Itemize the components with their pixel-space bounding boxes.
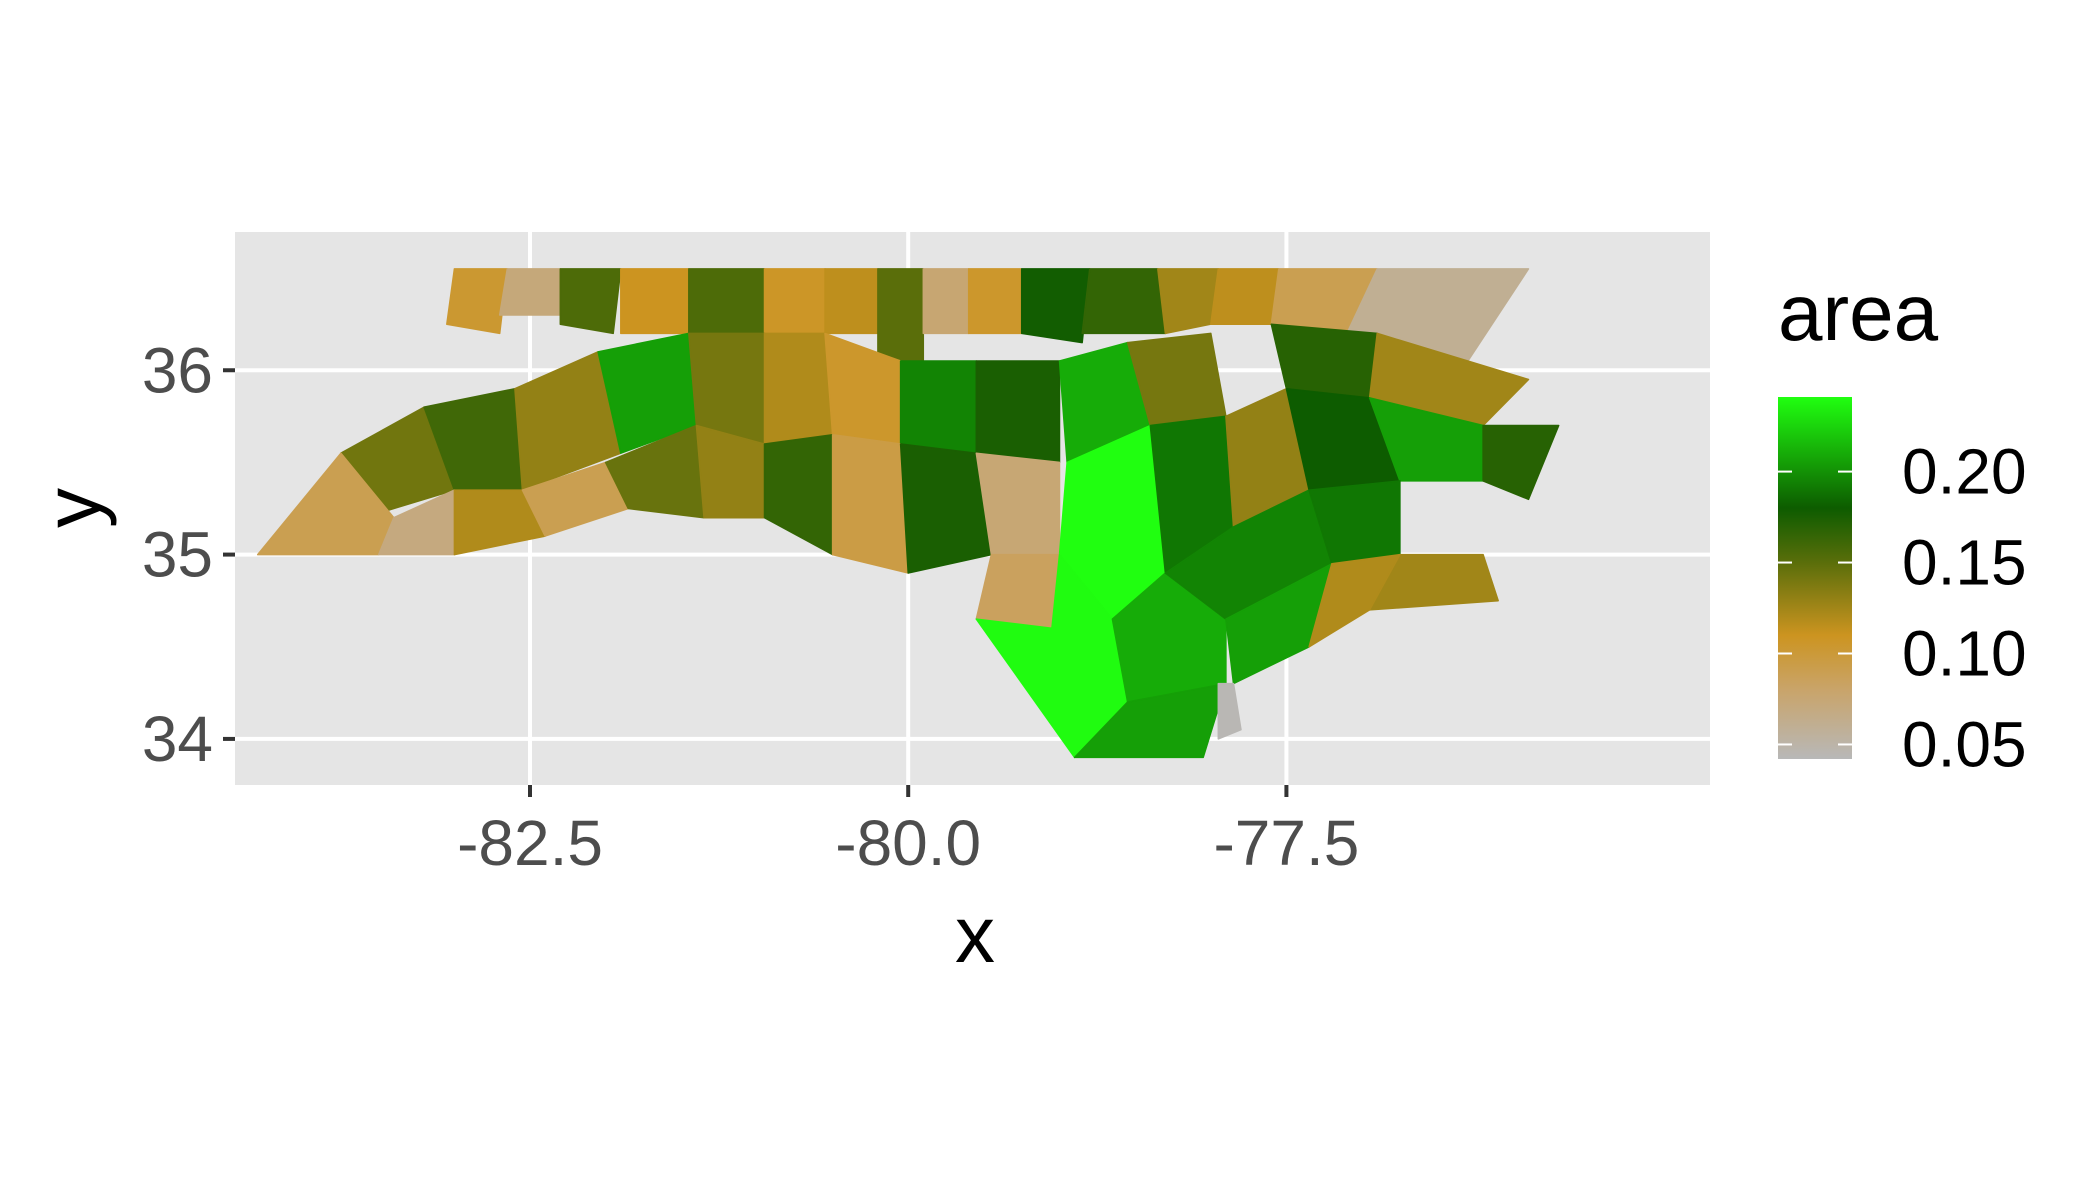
legend-label-3: 0.20 [1902,436,2027,508]
y-tick-label-0: 34 [142,703,213,775]
legend-label-1: 0.10 [1902,617,2027,689]
x-tick-label-1: -80.0 [835,807,981,879]
county-6 [824,268,879,335]
axes: -82.5 -80.0 -77.5 34 35 36 [142,334,1360,879]
y-tick-label-2: 36 [142,334,213,406]
y-tick-label-1: 35 [142,519,213,591]
legend-label-2: 0.15 [1902,527,2027,599]
county-4 [688,268,766,335]
county-12 [1157,268,1220,335]
county-36 [831,434,909,574]
legend-title: area [1778,268,1939,357]
county-11 [1081,268,1167,335]
county-27 [1270,323,1378,399]
county-44 [1482,424,1560,501]
county-38 [975,452,1061,556]
county-45 [975,553,1061,630]
county-24 [975,360,1061,464]
county-10 [1020,268,1091,344]
county-3 [620,268,690,335]
county-21 [763,332,834,445]
county-13 [1210,268,1280,325]
county-51 [1217,682,1242,740]
county-47 [1111,572,1227,703]
legend-colorbar [1778,397,1852,759]
county-5 [763,268,826,335]
county-0 [446,268,509,335]
county-23 [899,360,978,454]
x-axis-title: x [955,890,995,979]
county-8 [922,268,970,335]
legend-ticks: 0.05 0.10 0.15 0.20 [1778,436,2027,780]
y-axis-title: y [28,488,117,528]
county-9 [967,268,1023,335]
county-2 [559,268,622,335]
x-tick-label-0: -82.5 [457,807,603,879]
county-regions [256,268,1560,759]
county-1 [498,268,562,316]
legend: area 0.05 0.10 0.15 0.20 [1778,268,2027,780]
county-54 [1308,553,1401,648]
x-tick-label-2: -77.5 [1213,807,1359,879]
legend-label-0: 0.05 [1902,708,2027,780]
